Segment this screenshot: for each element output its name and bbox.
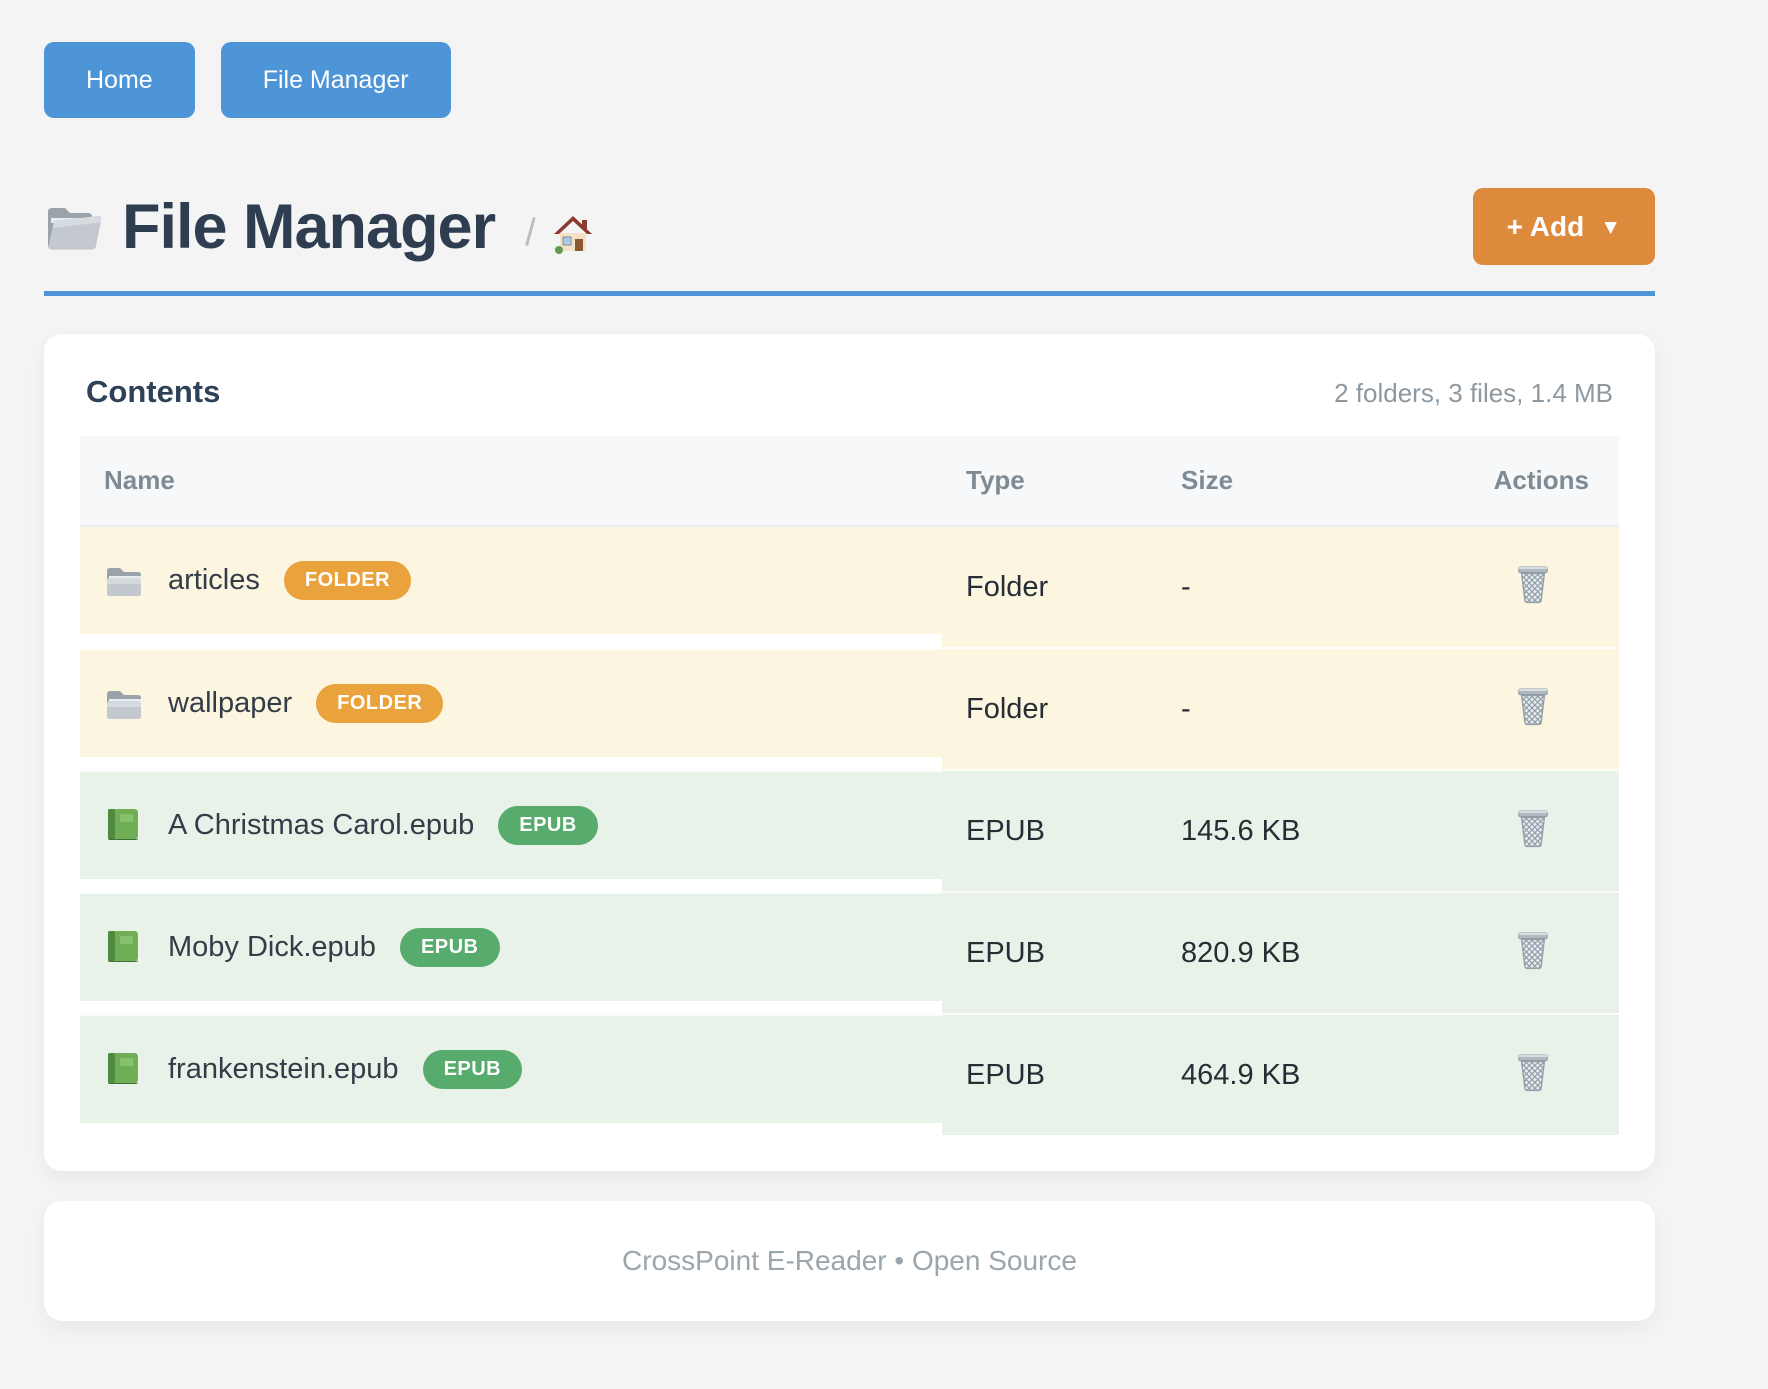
footer-text: CrossPoint E-Reader • Open Source [622, 1245, 1077, 1276]
top-navigation: Home File Manager [44, 42, 1655, 118]
item-name-link[interactable]: frankenstein.epub [168, 1053, 399, 1085]
actions-cell [1447, 1013, 1619, 1135]
delete-button[interactable] [1513, 1049, 1553, 1095]
folder-icon [44, 202, 102, 252]
column-header-actions: Actions [1447, 436, 1619, 527]
name-cell: Moby Dick.epub EPUB [80, 892, 942, 1001]
type-badge: EPUB [399, 928, 500, 967]
item-type: EPUB [942, 1013, 1157, 1135]
breadcrumb: / [525, 212, 594, 255]
table-row: wallpaper FOLDER Folder - [80, 647, 1619, 770]
file-manager-button[interactable]: File Manager [220, 42, 451, 118]
home-icon[interactable] [552, 214, 594, 254]
contents-table-body: articles FOLDER Folder - [80, 526, 1619, 1135]
item-type: EPUB [942, 769, 1157, 892]
name-cell: A Christmas Carol.epub EPUB [80, 770, 942, 879]
footer-card: CrossPoint E-Reader • Open Source [44, 1201, 1655, 1321]
name-cell: articles FOLDER [80, 527, 942, 634]
item-type: Folder [942, 526, 1157, 648]
item-type: EPUB [942, 891, 1157, 1014]
page-header: File Manager / + Add ▼ [44, 188, 1655, 265]
delete-button[interactable] [1513, 927, 1553, 973]
item-name-link[interactable]: A Christmas Carol.epub [168, 809, 475, 841]
item-size: 464.9 KB [1157, 1013, 1447, 1135]
trash-icon [1515, 932, 1551, 974]
delete-button[interactable] [1513, 805, 1553, 851]
trash-icon [1515, 688, 1551, 730]
column-header-type: Type [942, 436, 1157, 527]
item-name-link[interactable]: Moby Dick.epub [168, 931, 376, 963]
type-badge: EPUB [498, 806, 598, 845]
book-icon [104, 930, 144, 966]
breadcrumb-separator: / [525, 212, 536, 254]
actions-cell [1447, 769, 1619, 892]
book-icon [104, 1052, 144, 1088]
add-button-label: + Add [1506, 210, 1585, 242]
table-row: Moby Dick.epub EPUB EPUB 820.9 KB [80, 891, 1619, 1014]
item-size: 820.9 KB [1157, 891, 1447, 1014]
contents-card-header: Contents 2 folders, 3 files, 1.4 MB [80, 374, 1619, 410]
contents-table: Name Type Size Actions [80, 436, 1619, 1135]
actions-cell [1447, 647, 1619, 770]
name-cell: wallpaper FOLDER [80, 648, 942, 757]
chevron-down-icon: ▼ [1600, 215, 1621, 239]
table-row: A Christmas Carol.epub EPUB EPUB 145.6 K… [80, 769, 1619, 892]
trash-icon [1515, 1054, 1551, 1096]
delete-button[interactable] [1513, 683, 1553, 729]
item-name-link[interactable]: articles [168, 564, 260, 596]
table-header-row: Name Type Size Actions [80, 436, 1619, 527]
add-button[interactable]: + Add ▼ [1472, 188, 1655, 265]
contents-card: Contents 2 folders, 3 files, 1.4 MB Name… [44, 334, 1655, 1171]
title-wrap: File Manager / [44, 191, 594, 263]
item-name-link[interactable]: wallpaper [168, 687, 293, 719]
page: Home File Manager File Manager / [44, 0, 1655, 1321]
item-size: - [1157, 647, 1447, 770]
item-size: 145.6 KB [1157, 769, 1447, 892]
contents-heading: Contents [86, 374, 221, 409]
type-badge: FOLDER [316, 684, 444, 723]
item-type: Folder [942, 647, 1157, 770]
page-title: File Manager [122, 191, 496, 262]
book-icon [104, 808, 144, 844]
column-header-name: Name [80, 436, 942, 527]
actions-cell [1447, 526, 1619, 648]
contents-summary: 2 folders, 3 files, 1.4 MB [1334, 378, 1613, 408]
table-row: articles FOLDER Folder - [80, 526, 1619, 648]
table-row: frankenstein.epub EPUB EPUB 464.9 KB [80, 1013, 1619, 1135]
folder-icon [104, 686, 144, 722]
folder-icon [104, 563, 144, 599]
trash-icon [1515, 810, 1551, 852]
type-badge: FOLDER [283, 561, 412, 600]
type-badge: EPUB [422, 1050, 523, 1089]
home-button[interactable]: Home [44, 42, 195, 118]
header-divider [44, 291, 1655, 296]
column-header-size: Size [1157, 436, 1447, 527]
name-cell: frankenstein.epub EPUB [80, 1014, 942, 1123]
item-size: - [1157, 526, 1447, 648]
trash-icon [1515, 566, 1551, 608]
actions-cell [1447, 891, 1619, 1014]
delete-button[interactable] [1513, 561, 1553, 607]
